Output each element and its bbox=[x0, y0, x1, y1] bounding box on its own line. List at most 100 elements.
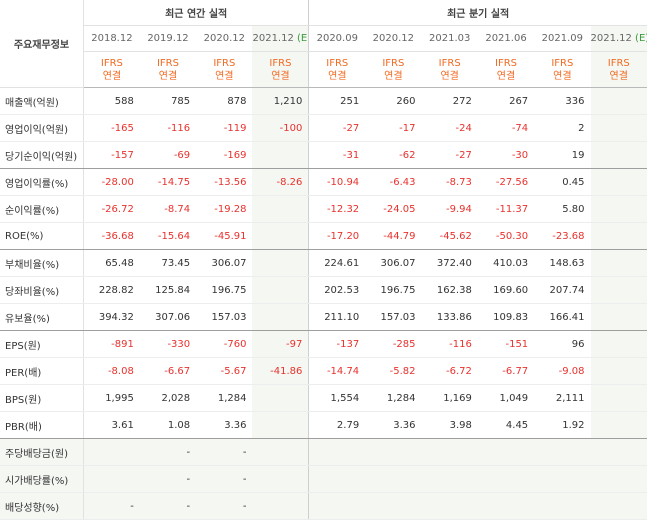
annual-group-header: 최근 연간 실적 bbox=[83, 0, 310, 26]
table-cell bbox=[365, 465, 422, 493]
table-cell bbox=[590, 438, 647, 466]
estimate-mark: (E) bbox=[297, 33, 308, 44]
row-label: 배당성향(%) bbox=[0, 492, 84, 520]
table-cell: - bbox=[83, 492, 140, 520]
period-header: 2021.12 (E) bbox=[252, 25, 310, 52]
row-label: PBR(배) bbox=[0, 411, 84, 439]
table-cell: 251 bbox=[308, 87, 366, 115]
accounting-standard-cell: IFRS 연결 bbox=[196, 51, 253, 88]
table-cell bbox=[308, 465, 366, 493]
table-row: PER(배) -8.08 -6.67 -5.67 -41.86 -14.74 -5.82 -6… bbox=[0, 357, 647, 385]
standard-line-consolidated: 연결 bbox=[158, 70, 178, 82]
table-cell: -69 bbox=[139, 141, 197, 169]
quarterly-group-header: 최근 분기 실적 bbox=[308, 0, 647, 26]
table-cell: 3.36 bbox=[365, 411, 422, 439]
table-row: 시가배당률(%) - - bbox=[0, 465, 647, 493]
table-cell bbox=[252, 303, 310, 331]
table-cell bbox=[421, 492, 478, 520]
table-cell: -157 bbox=[83, 141, 140, 169]
table-cell bbox=[590, 222, 647, 250]
standard-line-ifrs: IFRS bbox=[382, 57, 405, 69]
table-cell: -6.43 bbox=[365, 168, 422, 196]
table-cell bbox=[477, 465, 535, 493]
table-cell: -26.72 bbox=[83, 195, 140, 223]
table-cell: -45.62 bbox=[421, 222, 478, 250]
table-cell bbox=[590, 330, 647, 358]
table-cell bbox=[365, 492, 422, 520]
table-cell bbox=[590, 195, 647, 223]
table-cell: -17 bbox=[365, 114, 422, 142]
table-cell bbox=[590, 141, 647, 169]
table-cell: -24 bbox=[421, 114, 478, 142]
table-cell: - bbox=[196, 492, 253, 520]
table-cell bbox=[590, 384, 647, 412]
table-cell: -137 bbox=[308, 330, 366, 358]
table-cell: 4.45 bbox=[477, 411, 535, 439]
row-label: 당좌비율(%) bbox=[0, 276, 84, 304]
row-label: 순이익률(%) bbox=[0, 195, 84, 223]
table-cell: -9.94 bbox=[421, 195, 478, 223]
table-cell: -50.30 bbox=[477, 222, 535, 250]
table-cell: 410.03 bbox=[477, 249, 535, 277]
table-cell: 1.08 bbox=[139, 411, 197, 439]
accounting-standard-row: IFRS 연결 IFRS 연결 IFRS 연결 IFRS 연결 IFRS 연결 IFRS 연결 IFRS… bbox=[0, 51, 647, 88]
standard-line-consolidated: 연결 bbox=[384, 70, 403, 82]
period-date: 2021.06 bbox=[485, 33, 527, 44]
period-header: 2021.03 bbox=[421, 25, 478, 52]
row-label: 매출액(억원) bbox=[0, 87, 84, 115]
table-cell: 306.07 bbox=[196, 249, 253, 277]
table-cell: -19.28 bbox=[196, 195, 253, 223]
table-cell: -15.64 bbox=[139, 222, 197, 250]
table-cell: 260 bbox=[365, 87, 422, 115]
table-cell: -17.20 bbox=[308, 222, 366, 250]
standard-line-ifrs: IFRS bbox=[607, 57, 630, 69]
row-label: ROE(%) bbox=[0, 222, 84, 250]
table-cell: 1,049 bbox=[477, 384, 535, 412]
table-cell: 196.75 bbox=[196, 276, 253, 304]
table-cell: 65.48 bbox=[83, 249, 140, 277]
accounting-standard-cell: IFRS 연결 bbox=[83, 51, 140, 88]
table-cell bbox=[365, 438, 422, 466]
accounting-standard-cell: IFRS 연결 bbox=[590, 51, 647, 88]
period-date: 2020.12 bbox=[203, 33, 245, 44]
accounting-standard-cell: IFRS 연결 bbox=[477, 51, 535, 88]
table-cell: -285 bbox=[365, 330, 422, 358]
period-date: 2019.12 bbox=[147, 33, 189, 44]
table-cell: - bbox=[139, 492, 197, 520]
table-cell: -13.56 bbox=[196, 168, 253, 196]
period-header: 2020.12 bbox=[365, 25, 422, 52]
table-cell: -45.91 bbox=[196, 222, 253, 250]
standard-line-ifrs: IFRS bbox=[495, 57, 517, 69]
table-cell bbox=[252, 465, 310, 493]
table-cell bbox=[252, 384, 310, 412]
table-row: 매출액(억원) 588 785 878 1,210 251 260 272 267 336 bbox=[0, 87, 647, 115]
table-cell bbox=[534, 438, 591, 466]
row-label: 당기순이익(억원) bbox=[0, 141, 84, 169]
table-cell: -169 bbox=[196, 141, 253, 169]
table-cell: 202.53 bbox=[308, 276, 366, 304]
table-row: 당기순이익(억원) -157 -69 -169 -31 -62 -27 -30 19 bbox=[0, 141, 647, 169]
table-cell: 157.03 bbox=[365, 303, 422, 331]
table-cell: 1,169 bbox=[421, 384, 478, 412]
table-cell: 2 bbox=[534, 114, 591, 142]
table-cell: -891 bbox=[83, 330, 140, 358]
table-cell: -5.67 bbox=[196, 357, 253, 385]
table-row: 순이익률(%) -26.72 -8.74 -19.28 -12.32 -24.05 -9.9… bbox=[0, 195, 647, 223]
table-cell: -6.67 bbox=[139, 357, 197, 385]
table-cell: -119 bbox=[196, 114, 253, 142]
table-cell: 148.63 bbox=[534, 249, 591, 277]
table-cell: -151 bbox=[477, 330, 535, 358]
table-cell: -30 bbox=[477, 141, 535, 169]
period-date: 2021.12 bbox=[252, 33, 294, 44]
table-cell bbox=[421, 438, 478, 466]
table-cell: 306.07 bbox=[365, 249, 422, 277]
table-cell: 372.40 bbox=[421, 249, 478, 277]
table-cell: -8.08 bbox=[83, 357, 140, 385]
table-cell bbox=[308, 492, 366, 520]
table-cell bbox=[252, 222, 310, 250]
table-cell: 878 bbox=[196, 87, 253, 115]
table-cell: 228.82 bbox=[83, 276, 140, 304]
accounting-standard-cell: IFRS 연결 bbox=[139, 51, 197, 88]
table-cell: 5.80 bbox=[534, 195, 591, 223]
table-cell bbox=[252, 195, 310, 223]
